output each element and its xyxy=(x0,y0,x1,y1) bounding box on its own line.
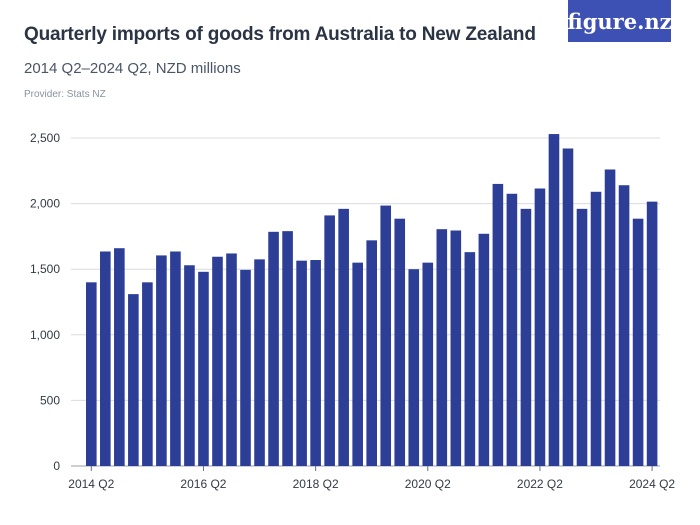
bar-2016-q3[interactable]: 2016 Q3: 1595 xyxy=(212,256,223,466)
bar-2022-q1[interactable]: 2022 Q1: 1960 xyxy=(520,208,532,466)
bar-2019-q4[interactable]: 2019 Q4: 1885 xyxy=(394,218,406,466)
bar-2015-q4[interactable]: 2015 Q4: 1635 xyxy=(170,251,181,466)
chart-subtitle: 2014 Q2–2024 Q2, NZD millions xyxy=(24,60,241,77)
gridlines xyxy=(71,137,660,467)
bar-2014-q4[interactable]: 2014 Q4: 1660 xyxy=(114,248,125,466)
bar-2021-q2[interactable]: 2021 Q2: 1770 xyxy=(478,233,490,466)
data-provider: Provider: Stats NZ xyxy=(24,89,106,100)
bar-2022-q3[interactable]: 2022 Q3: 2530 xyxy=(548,134,560,466)
bar-2016-q1[interactable]: 2016 Q1: 1530 xyxy=(184,265,195,466)
y-tick-label: 1,500 xyxy=(30,262,60,276)
bar-2019-q2[interactable]: 2019 Q2: 1720 xyxy=(366,240,377,466)
bar-2020-q1[interactable]: 2020 Q1: 1500 xyxy=(408,269,420,466)
bar-2021-q1[interactable]: 2021 Q1: 1630 xyxy=(464,252,476,466)
y-tick-label: 0 xyxy=(53,459,60,473)
chart-title: Quarterly imports of goods from Australi… xyxy=(24,24,536,45)
bar-2020-q4[interactable]: 2020 Q4: 1795 xyxy=(450,230,462,467)
bar-2024-q2[interactable]: 2024 Q2: 2015 xyxy=(646,201,658,466)
bar-2020-q3[interactable]: 2020 Q3: 1805 xyxy=(436,229,448,466)
x-tick-label: 2014 Q2 xyxy=(68,477,114,491)
bar-2014-q2[interactable]: 2014 Q2: 1400 xyxy=(86,282,97,466)
y-tick-label: 2,500 xyxy=(30,131,60,145)
bar-2023-q2[interactable]: 2023 Q2: 2090 xyxy=(590,191,602,467)
x-axis-ticks: 2014 Q2 2016 Q2 2018 Q2 2020 Q2 2022 Q2 2024 … xyxy=(68,466,675,491)
bar-2020-q2[interactable]: 2020 Q2: 1550 xyxy=(422,262,434,466)
y-tick-label: 1,000 xyxy=(30,328,60,342)
y-axis-ticks: 0 500 1,000 1,500 2,000 2,500 xyxy=(30,131,60,473)
y-tick-label: 500 xyxy=(40,393,60,407)
bar-2023-q3[interactable]: 2023 Q3: 2260 xyxy=(604,169,616,467)
bar-2018-q4[interactable]: 2018 Q4: 1960 xyxy=(338,208,349,466)
bar-2018-q1[interactable]: 2018 Q1: 1565 xyxy=(296,260,307,466)
bar-2017-q1[interactable]: 2017 Q1: 1495 xyxy=(240,269,251,466)
bar-2022-q2[interactable]: 2022 Q2: 2115 xyxy=(534,188,546,466)
figure-nz-logo[interactable]: figure.nz xyxy=(567,0,672,42)
bar-2023-q4[interactable]: 2023 Q4: 2140 xyxy=(618,185,630,467)
y-tick-label: 2,000 xyxy=(30,197,60,211)
bar-2021-q4[interactable]: 2021 Q4: 2075 xyxy=(506,193,518,466)
bar-2016-q2[interactable]: 2016 Q2: 1480 xyxy=(198,271,209,466)
x-tick-label: 2024 Q2 xyxy=(629,477,675,491)
bar-2015-q2[interactable]: 2015 Q2: 1400 xyxy=(142,282,153,466)
bar-2015-q1[interactable]: 2015 Q1: 1310 xyxy=(128,294,139,466)
bar-2019-q3[interactable]: 2019 Q3: 1985 xyxy=(380,205,392,466)
bar-2015-q3[interactable]: 2015 Q3: 1605 xyxy=(156,255,167,466)
bar-2023-q1[interactable]: 2023 Q1: 1960 xyxy=(576,208,588,466)
bar-2018-q2[interactable]: 2018 Q2: 1570 xyxy=(310,260,321,466)
x-tick-label: 2016 Q2 xyxy=(180,477,226,491)
bars: 2014 Q2: 14002014 Q3: 16352014 Q4: 16602… xyxy=(86,134,658,467)
x-tick-label: 2018 Q2 xyxy=(293,477,339,491)
bar-2018-q3[interactable]: 2018 Q3: 1910 xyxy=(324,215,335,466)
bar-2019-q1[interactable]: 2019 Q1: 1550 xyxy=(352,262,363,466)
bar-2014-q3[interactable]: 2014 Q3: 1635 xyxy=(100,251,111,466)
bar-2017-q2[interactable]: 2017 Q2: 1575 xyxy=(254,259,265,466)
bar-2024-q1[interactable]: 2024 Q1: 1885 xyxy=(632,218,644,466)
x-tick-label: 2020 Q2 xyxy=(405,477,451,491)
bar-2017-q4[interactable]: 2017 Q4: 1790 xyxy=(282,231,293,466)
bar-2021-q3[interactable]: 2021 Q3: 2150 xyxy=(492,183,504,467)
x-tick-label: 2022 Q2 xyxy=(517,477,563,491)
bar-2017-q3[interactable]: 2017 Q3: 1785 xyxy=(268,231,279,466)
bar-2016-q4[interactable]: 2016 Q4: 1620 xyxy=(226,253,237,466)
bar-2022-q4[interactable]: 2022 Q4: 2420 xyxy=(562,148,574,467)
